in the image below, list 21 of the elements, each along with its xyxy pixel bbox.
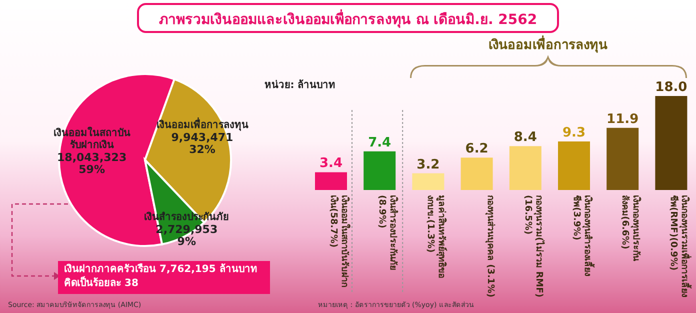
text: เงินฝากภาคครัวเรือน 7,762,195 ล้านบาท คิดเป็นร้อยละ 38 xyxy=(64,263,258,291)
x-tick-label: กองทุนส่วนบุคคล (3.1%) xyxy=(484,195,495,299)
data-label: 3.4 xyxy=(319,156,343,172)
x-tick-label: เงินสำรองประกันภัย (8.9%) xyxy=(376,195,398,272)
x-tick-label: เงินกองทุนประกันสังคม(6.6%) xyxy=(618,195,641,263)
text: หน่วย: ล้านบาท xyxy=(264,78,336,92)
data-label: 7.4 xyxy=(368,135,392,150)
data-label: 9.3 xyxy=(562,125,586,140)
text: ภาพรวมเงินออมและเงินออมเพื่อการลงทุน ณ เดือนมิ.ย. 2562 xyxy=(158,8,538,30)
slice-label: เงินสำรองประกันภัย xyxy=(144,212,230,224)
x-tick-label: เงินออมในสถาบันรับฝากเงิน(58.7%) xyxy=(327,195,349,289)
data-label: 18.0 xyxy=(655,80,688,95)
x-tick-label: เงินกองทุนสำรองเลี้ยงชีพ(3.9%) xyxy=(570,195,592,278)
data-label: 3.2 xyxy=(416,157,440,172)
text: เงินออมเพื่อการลงทุน xyxy=(488,34,608,55)
data-label: 8.4 xyxy=(514,130,537,146)
data-label: 11.9 xyxy=(606,112,639,127)
x-tick-label: เงินกองทุนรวมเพื่อการเลี้ยงชีพ(RMF)(0.9%) xyxy=(667,195,690,299)
x-tick-label: มูลค่าสินทรัพย์สุทธิของกบข.(1.3%) xyxy=(424,195,446,280)
data-label: 6.2 xyxy=(465,142,488,157)
x-tick-label: กองทุนรวม(ไม่รวม RMF)(16.5%) xyxy=(521,195,544,299)
